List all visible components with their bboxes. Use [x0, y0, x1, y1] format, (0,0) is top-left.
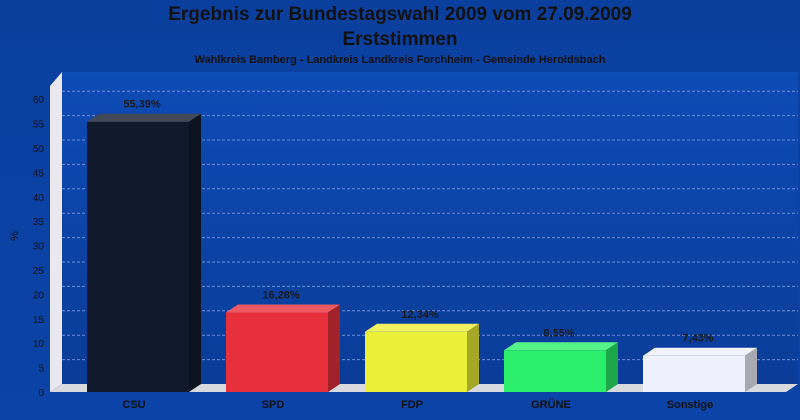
y-tick-label: 15 [33, 315, 45, 326]
bar-top [504, 342, 618, 351]
y-tick-label: 50 [33, 144, 45, 155]
bar-grne: 8,55% [504, 327, 618, 392]
x-axis-labels: CSU SPD FDP GRÜNE Sonstige [122, 398, 713, 411]
y-tick-label: 20 [33, 290, 45, 301]
bars: 55,39% 16,28% 12,34% 8,55% 7,43% [87, 99, 757, 392]
x-tick-label: Sonstige [667, 399, 713, 411]
y-tick-label: 5 [38, 364, 44, 375]
y-axis-label: % [9, 231, 21, 241]
bar-fdp: 12,34% [365, 309, 479, 392]
x-tick-label: GRÜNE [531, 398, 571, 411]
y-tick-label: 35 [33, 217, 45, 228]
x-tick-label: FDP [401, 399, 423, 411]
y-tick-label: 30 [33, 242, 45, 253]
y-axis-ticks: 0 5 10 15 20 25 30 35 40 45 50 55 60 [33, 95, 45, 399]
data-label: 8,55% [543, 327, 574, 339]
data-label: 7,43% [682, 333, 713, 345]
bar-front [504, 350, 606, 392]
y-tick-label: 60 [33, 95, 45, 106]
bar-front [365, 331, 467, 392]
chart-subtitle: Erststimmen [342, 29, 458, 50]
bar-top [365, 323, 479, 332]
y-tick-label: 10 [33, 339, 45, 350]
bar-side [189, 113, 201, 392]
bar-side [467, 323, 479, 392]
bar-side [606, 342, 618, 392]
chart-caption: Wahlkreis Bamberg - Landkreis Landkreis … [194, 54, 606, 66]
bar-csu: 55,39% [87, 99, 201, 392]
y-tick-label: 40 [33, 193, 45, 204]
bar-side [328, 304, 340, 392]
bar-front [643, 355, 745, 392]
x-tick-label: SPD [262, 399, 285, 411]
bar-spd: 16,28% [226, 290, 340, 392]
data-label: 12,34% [401, 309, 439, 321]
x-tick-label: CSU [122, 399, 145, 411]
bar-sonstige: 7,43% [643, 333, 757, 392]
bar-top [643, 347, 757, 356]
y-tick-label: 55 [33, 120, 45, 131]
y-tick-label: 25 [33, 266, 45, 277]
plot-side-wall [50, 72, 62, 392]
y-tick-label: 0 [38, 388, 44, 399]
bar-side [745, 347, 757, 392]
bar-front [87, 121, 189, 392]
data-label: 16,28% [262, 290, 300, 302]
bar-top [226, 304, 340, 313]
bar-top [87, 113, 201, 122]
data-label: 55,39% [123, 99, 161, 111]
chart-title: Ergebnis zur Bundestagswahl 2009 vom 27.… [168, 4, 632, 25]
y-tick-label: 45 [33, 168, 45, 179]
bar-front [226, 312, 328, 392]
